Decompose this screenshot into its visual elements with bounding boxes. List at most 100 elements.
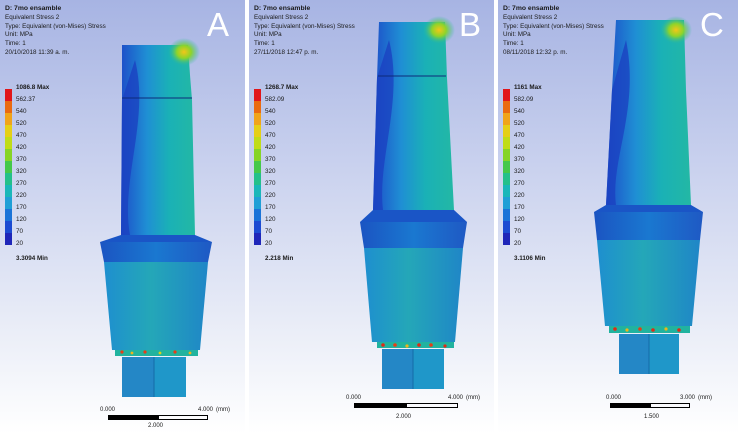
legend-label: 120	[514, 216, 525, 223]
legend-label: 270	[265, 180, 276, 187]
legend-min-label: 3.3094 Min	[16, 255, 48, 262]
legend-swatch	[5, 185, 12, 197]
result-time: Time: 1	[5, 40, 26, 48]
base-edge	[609, 326, 690, 333]
legend-label: 20	[265, 240, 273, 247]
legend-label: 470	[514, 132, 525, 139]
legend-label: 520	[16, 120, 27, 127]
result-panel-a[interactable]: D: 7mo ensamble Equivalent Stress 2 Type…	[0, 0, 245, 434]
result-type: Type: Equivalent (von-Mises) Stress	[5, 22, 106, 30]
abutment-taper	[594, 205, 703, 212]
result-name: Equivalent Stress 2	[5, 13, 60, 21]
result-header: D: 7mo ensamble Equivalent Stress 2 Type…	[254, 5, 355, 58]
legend-label: 540	[16, 108, 27, 115]
scale-mid-label: 1.500	[644, 414, 660, 420]
stress-hotspot	[660, 16, 692, 44]
abutment-body	[104, 262, 208, 350]
legend-swatch	[503, 209, 510, 221]
result-name: Equivalent Stress 2	[254, 13, 309, 21]
legend-label: 170	[265, 204, 276, 211]
scale-mid-label: 2.000	[148, 423, 164, 429]
legend-swatch	[5, 221, 12, 233]
scale-unit-label: (mm)	[216, 407, 230, 413]
legend-label: 220	[265, 192, 276, 199]
legend-label: 20	[514, 240, 522, 247]
abutment-shoulder	[360, 222, 467, 248]
legend-swatch	[254, 125, 261, 137]
legend-swatch	[503, 101, 510, 113]
legend-swatch	[5, 113, 12, 125]
legend-swatch	[254, 221, 261, 233]
legend-swatch	[254, 233, 261, 245]
model-title: D: 7mo ensamble	[503, 5, 560, 12]
result-time: Time: 1	[254, 40, 275, 48]
abutment-model-b[interactable]	[249, 0, 494, 434]
legend-swatch	[254, 161, 261, 173]
legend-swatch	[503, 221, 510, 233]
scale-left-label: 0.000	[346, 395, 362, 401]
result-date: 20/10/2018 11:39 a. m.	[5, 48, 70, 56]
stress-hotspot	[168, 38, 200, 66]
scale-bar: 0.000 3.000 (mm) 1.500	[606, 395, 731, 425]
legend-swatch	[254, 137, 261, 149]
panel-divider	[245, 0, 249, 434]
legend-label: 270	[514, 180, 525, 187]
legend-swatch	[254, 101, 261, 113]
legend-label: 520	[514, 120, 525, 127]
edge-stress-dots	[381, 343, 447, 348]
result-unit: Unit: MPa	[254, 31, 282, 39]
legend-max-label: 1161 Max	[514, 84, 542, 91]
result-panel-b[interactable]: D: 7mo ensamble Equivalent Stress 2 Type…	[249, 0, 494, 434]
abutment-shoulder	[100, 242, 212, 262]
legend-label: 120	[265, 216, 276, 223]
legend-swatch	[503, 185, 510, 197]
legend-label: 20	[16, 240, 24, 247]
abutment-head	[121, 45, 195, 235]
legend-swatch	[5, 197, 12, 209]
legend-label: 320	[265, 168, 276, 175]
legend-swatch	[254, 197, 261, 209]
legend-max-label: 1086.8 Max	[16, 84, 50, 91]
result-panel-c[interactable]: D: 7mo ensamble Equivalent Stress 2 Type…	[498, 0, 738, 434]
legend-swatch	[254, 149, 261, 161]
low-stress-band	[373, 40, 394, 210]
scale-unit-label: (mm)	[698, 395, 712, 401]
scale-right-label: 3.000	[680, 395, 696, 401]
legend-swatch	[5, 161, 12, 173]
abutment-model-c[interactable]	[498, 0, 738, 434]
legend-label: 582.09	[514, 96, 534, 103]
result-time: Time: 1	[503, 40, 524, 48]
model-title: D: 7mo ensamble	[254, 5, 311, 12]
legend-swatch	[503, 149, 510, 161]
legend-label: 70	[265, 228, 273, 235]
legend-label: 220	[514, 192, 525, 199]
legend-label: 420	[265, 144, 276, 151]
edge-stress-dots	[120, 350, 192, 355]
legend-label: 70	[514, 228, 522, 235]
legend-min-label: 3.1106 Min	[514, 255, 546, 262]
legend-min-label: 2.218 Min	[265, 255, 294, 262]
scale-mid-label: 2.000	[396, 414, 412, 420]
legend-swatch	[5, 137, 12, 149]
scale-left-label: 0.000	[606, 395, 622, 401]
legend-swatch	[254, 89, 261, 101]
legend-swatch	[5, 209, 12, 221]
abutment-model-a[interactable]	[0, 0, 245, 434]
legend-swatch	[503, 113, 510, 125]
result-header: D: 7mo ensamble Equivalent Stress 2 Type…	[5, 5, 106, 58]
legend-swatch	[5, 173, 12, 185]
legend-max-label: 1268.7 Max	[265, 84, 299, 91]
scale-unit-label: (mm)	[466, 395, 480, 401]
legend-label: 370	[16, 156, 27, 163]
scale-right-label: 4.000	[198, 407, 214, 413]
legend-swatch	[5, 89, 12, 101]
legend-swatch	[254, 113, 261, 125]
legend-swatch	[254, 173, 261, 185]
abutment-taper	[360, 210, 467, 222]
base-edge	[115, 350, 198, 356]
legend-swatch	[5, 233, 12, 245]
scale-left-label: 0.000	[100, 407, 116, 413]
legend-label: 120	[16, 216, 27, 223]
result-header: D: 7mo ensamble Equivalent Stress 2 Type…	[503, 5, 604, 58]
legend-swatch	[503, 125, 510, 137]
